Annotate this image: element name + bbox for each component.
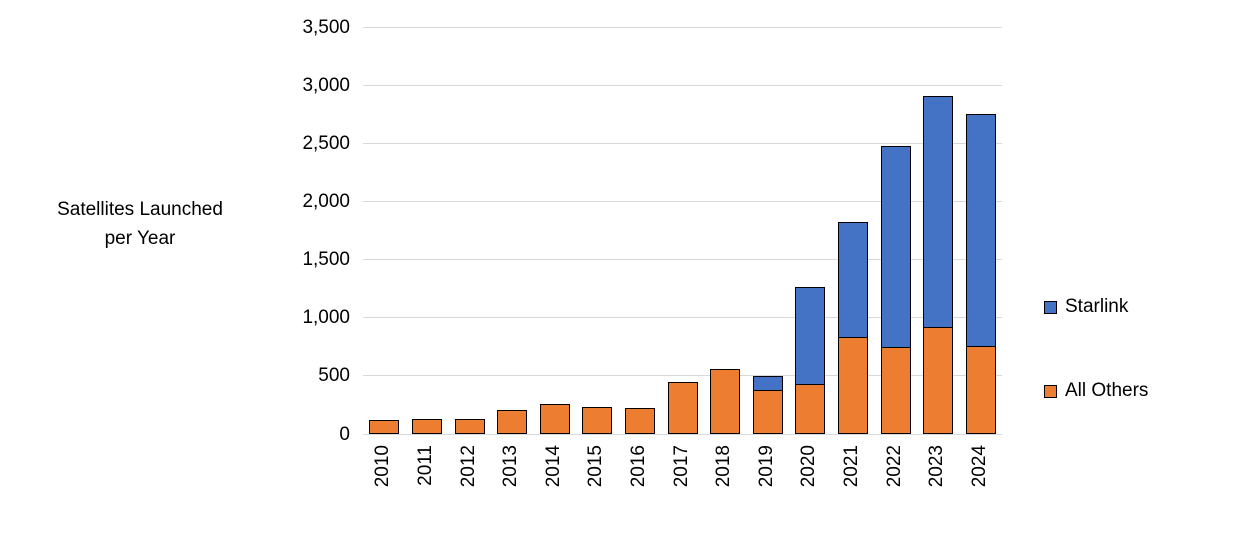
y-axis-title-line2: per Year [104,228,176,249]
bar-2018-all-others [710,368,741,434]
bar-2023-all-others [923,327,954,434]
gridline-500 [363,375,1002,377]
bar-2019-all-others [752,389,783,434]
x-tick-label-2010: 2010 [372,445,394,488]
bar-2013-all-others [497,409,528,434]
gridline-1500 [363,259,1002,261]
all-others-legend-label: All Others [1065,380,1149,401]
bar-2022-all-others [880,346,911,434]
x-tick-label-2013: 2013 [500,445,522,488]
gridline-3000 [363,84,1002,86]
x-tick-label-2021: 2021 [840,445,862,488]
bar-stack-2017 [667,381,698,434]
x-tick-label-2011: 2011 [414,445,436,486]
gridline-2000 [363,200,1002,202]
gridline-3500 [363,26,1002,28]
legend-item-all-others: All Others [1044,380,1148,402]
x-tick-label-2024: 2024 [968,445,990,488]
bar-stack-2019 [752,375,783,434]
y-axis-title-line1: Satellites Launched [57,199,223,220]
y-tick-label-0: 0 [339,423,350,445]
legend-item-starlink: Starlink [1044,296,1128,318]
x-tick-label-2015: 2015 [585,445,607,488]
bar-stack-2023 [923,95,954,434]
y-tick-label-1500: 1,500 [302,249,350,271]
bar-stack-2024 [965,114,996,434]
all-others-legend-swatch [1044,384,1057,398]
starlink-legend-label: Starlink [1065,296,1129,317]
bar-stack-2012 [454,418,485,434]
bar-stack-2011 [411,418,442,434]
x-tick-label-2019: 2019 [755,445,777,488]
bar-2011-all-others [411,418,442,434]
bar-stack-2018 [710,368,741,434]
bar-stack-2022 [880,145,911,434]
bar-2014-all-others [539,403,570,434]
bar-2021-starlink [837,222,868,338]
bar-2024-starlink [965,114,996,346]
starlink-legend-swatch [1044,300,1057,314]
bar-2020-all-others [795,384,826,434]
bar-stack-2020 [795,287,826,434]
bar-stack-2014 [539,403,570,434]
bar-2017-all-others [667,381,698,434]
y-tick-label-3000: 3,000 [302,74,350,96]
bar-2020-starlink [795,287,826,384]
bar-stack-2015 [582,407,613,434]
x-tick-label-2012: 2012 [457,445,479,488]
y-tick-label-2000: 2,000 [302,190,350,212]
bar-2019-starlink [752,375,783,390]
x-tick-label-2018: 2018 [713,445,735,488]
bar-2023-starlink [923,95,954,328]
y-tick-label-1000: 1,000 [302,307,350,329]
y-tick-label-2500: 2,500 [302,132,350,154]
bar-2024-all-others [965,345,996,434]
bar-stack-2021 [837,222,868,434]
bar-stack-2010 [369,420,400,434]
gridline-1000 [363,317,1002,319]
y-tick-label-3500: 3,500 [302,16,350,38]
x-tick-label-2017: 2017 [670,445,692,488]
x-tick-label-2014: 2014 [542,445,564,488]
y-tick-label-500: 500 [318,365,350,387]
bar-2012-all-others [454,418,485,434]
bar-2021-all-others [837,337,868,434]
gridline-2500 [363,142,1002,144]
x-tick-label-2022: 2022 [883,445,905,488]
x-tick-label-2016: 2016 [627,445,649,488]
bar-2022-starlink [880,145,911,347]
y-axis-title: Satellites Launched per Year [28,195,252,253]
x-tick-label-2023: 2023 [926,445,948,488]
x-tick-label-2020: 2020 [798,445,820,488]
plot-area [363,26,1002,435]
bar-2010-all-others [369,420,400,434]
bar-2015-all-others [582,407,613,434]
bar-stack-2016 [624,408,655,434]
bar-2016-all-others [624,408,655,434]
bar-stack-2013 [497,409,528,434]
gridline-0 [363,433,1002,435]
